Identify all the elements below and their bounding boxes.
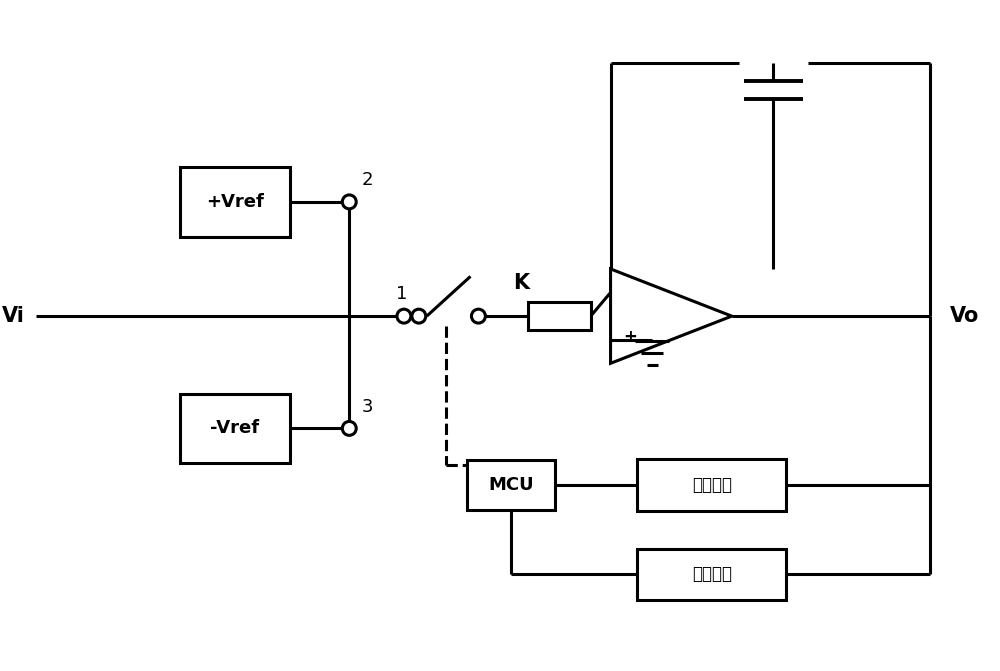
- Text: 零値检测: 零値检测: [692, 566, 732, 583]
- Text: 3: 3: [361, 397, 373, 415]
- Circle shape: [471, 309, 485, 323]
- Text: 极性检测: 极性检测: [692, 476, 732, 494]
- Text: Vo: Vo: [950, 306, 980, 326]
- Circle shape: [412, 309, 426, 323]
- Bar: [180, 167, 290, 237]
- Circle shape: [342, 195, 356, 209]
- Text: MCU: MCU: [488, 476, 534, 494]
- Circle shape: [397, 309, 411, 323]
- Text: Vi: Vi: [2, 306, 24, 326]
- Bar: [637, 459, 786, 511]
- Text: 2: 2: [361, 171, 373, 189]
- Text: 1: 1: [396, 285, 408, 303]
- Text: K: K: [513, 273, 529, 293]
- Circle shape: [342, 421, 356, 435]
- Bar: [637, 549, 786, 601]
- Bar: [180, 394, 290, 463]
- Text: -Vref: -Vref: [210, 419, 260, 437]
- Bar: [467, 460, 555, 510]
- Bar: [528, 302, 591, 330]
- Text: +: +: [623, 327, 637, 346]
- Text: +Vref: +Vref: [206, 193, 264, 211]
